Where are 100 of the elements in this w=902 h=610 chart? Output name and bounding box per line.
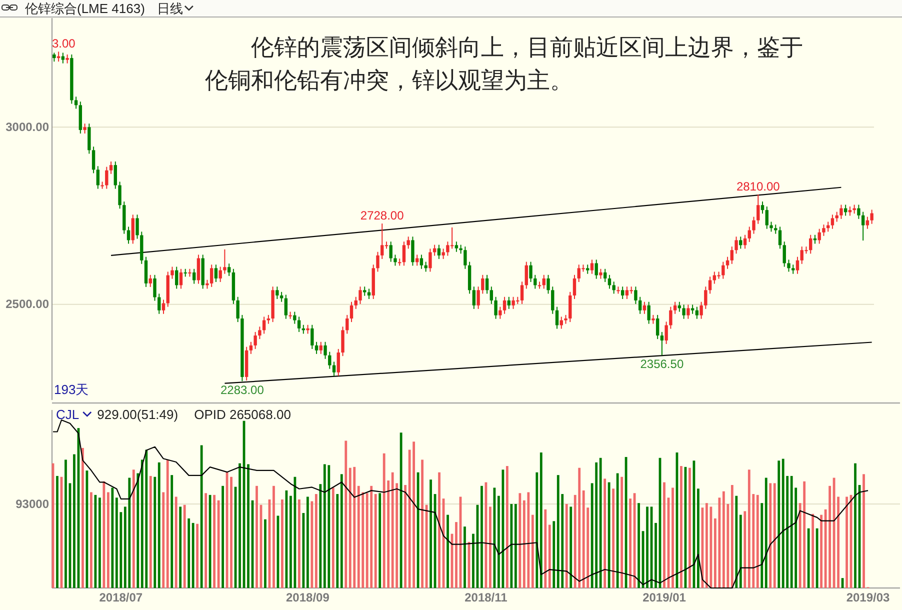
candlestick (748, 226, 751, 242)
candlestick (660, 331, 664, 356)
candlestick (92, 146, 96, 174)
bar (862, 474, 865, 588)
candlestick (625, 286, 629, 300)
bar (527, 492, 530, 588)
bar (506, 466, 508, 588)
candlestick (620, 286, 624, 300)
candlestick (109, 161, 113, 174)
candlestick (770, 221, 773, 232)
candlestick (695, 306, 699, 320)
bar (281, 499, 284, 588)
candlestick (739, 236, 742, 250)
candlestick (555, 306, 559, 330)
bar (145, 450, 148, 588)
candlestick (332, 361, 336, 376)
bar (174, 496, 178, 588)
candlestick (170, 266, 174, 280)
text: 2356.50 (640, 357, 684, 372)
candlestick (760, 201, 764, 214)
bar (421, 460, 424, 588)
candlestick (524, 261, 528, 290)
candlestick (774, 224, 778, 234)
bar (328, 465, 330, 588)
bar (94, 494, 97, 588)
candlestick (485, 274, 489, 294)
annotation: CJL (56, 407, 80, 422)
candlestick (546, 274, 550, 294)
candlestick (682, 304, 686, 320)
candlestick (376, 251, 380, 272)
candlestick (634, 286, 638, 304)
bar (570, 506, 572, 588)
candlestick (534, 274, 537, 290)
candlestick (664, 321, 668, 345)
candlestick (857, 204, 860, 220)
bar (332, 488, 334, 588)
candlestick (722, 261, 725, 280)
bar (548, 524, 551, 588)
candlestick (363, 286, 366, 296)
bar (612, 488, 615, 588)
candlestick (502, 296, 506, 314)
bar (213, 494, 216, 588)
bar (672, 488, 674, 588)
x-tick-label: 2019/03 (846, 590, 890, 605)
candlestick (647, 301, 650, 324)
bar (391, 472, 394, 588)
x-tick-label: 2018/11 (464, 590, 508, 605)
candlestick (568, 291, 572, 323)
candlestick (787, 259, 790, 272)
bar (464, 526, 466, 588)
candlestick (870, 209, 874, 224)
bar (340, 474, 343, 588)
bar (90, 492, 92, 588)
candlestick (437, 244, 441, 260)
candlestick (604, 268, 607, 282)
candlestick (310, 324, 314, 350)
bar (663, 482, 666, 588)
bar (812, 514, 814, 588)
bar (565, 504, 568, 588)
text: 3.00 (52, 36, 76, 51)
bar (166, 460, 169, 588)
bar (540, 452, 542, 588)
candlestick (778, 226, 782, 250)
candlestick (861, 211, 865, 242)
bar (828, 486, 831, 588)
candlestick (118, 181, 122, 210)
bar (102, 481, 106, 588)
bar (782, 458, 784, 588)
bar (136, 473, 140, 588)
bar (730, 484, 734, 588)
bar (472, 534, 474, 588)
candlestick (792, 264, 795, 274)
bar (73, 454, 76, 588)
candlestick (358, 286, 362, 304)
bar (773, 483, 776, 588)
candlestick (442, 248, 445, 260)
bar (132, 470, 135, 588)
x-tick-label: 2018/07 (99, 590, 143, 605)
bar (438, 472, 440, 588)
candlestick (210, 264, 214, 288)
candlestick (704, 286, 708, 310)
bar (348, 468, 352, 588)
candlestick (638, 296, 642, 314)
bar (735, 496, 738, 588)
candlestick (608, 274, 612, 290)
bar (748, 470, 750, 588)
bar (272, 486, 275, 588)
x-tick-label: 2018/09 (286, 590, 330, 605)
candlestick (529, 261, 532, 282)
candlestick (389, 241, 392, 262)
candlestick (131, 214, 134, 244)
candlestick (236, 296, 240, 323)
x-tick-label: 2019/01 (642, 590, 686, 605)
candlestick (612, 281, 616, 294)
bar (204, 493, 208, 588)
bar (790, 476, 793, 588)
bar (200, 445, 203, 588)
bar (803, 481, 806, 588)
y-tick-label: 93000 (16, 496, 50, 511)
bar (378, 493, 382, 588)
